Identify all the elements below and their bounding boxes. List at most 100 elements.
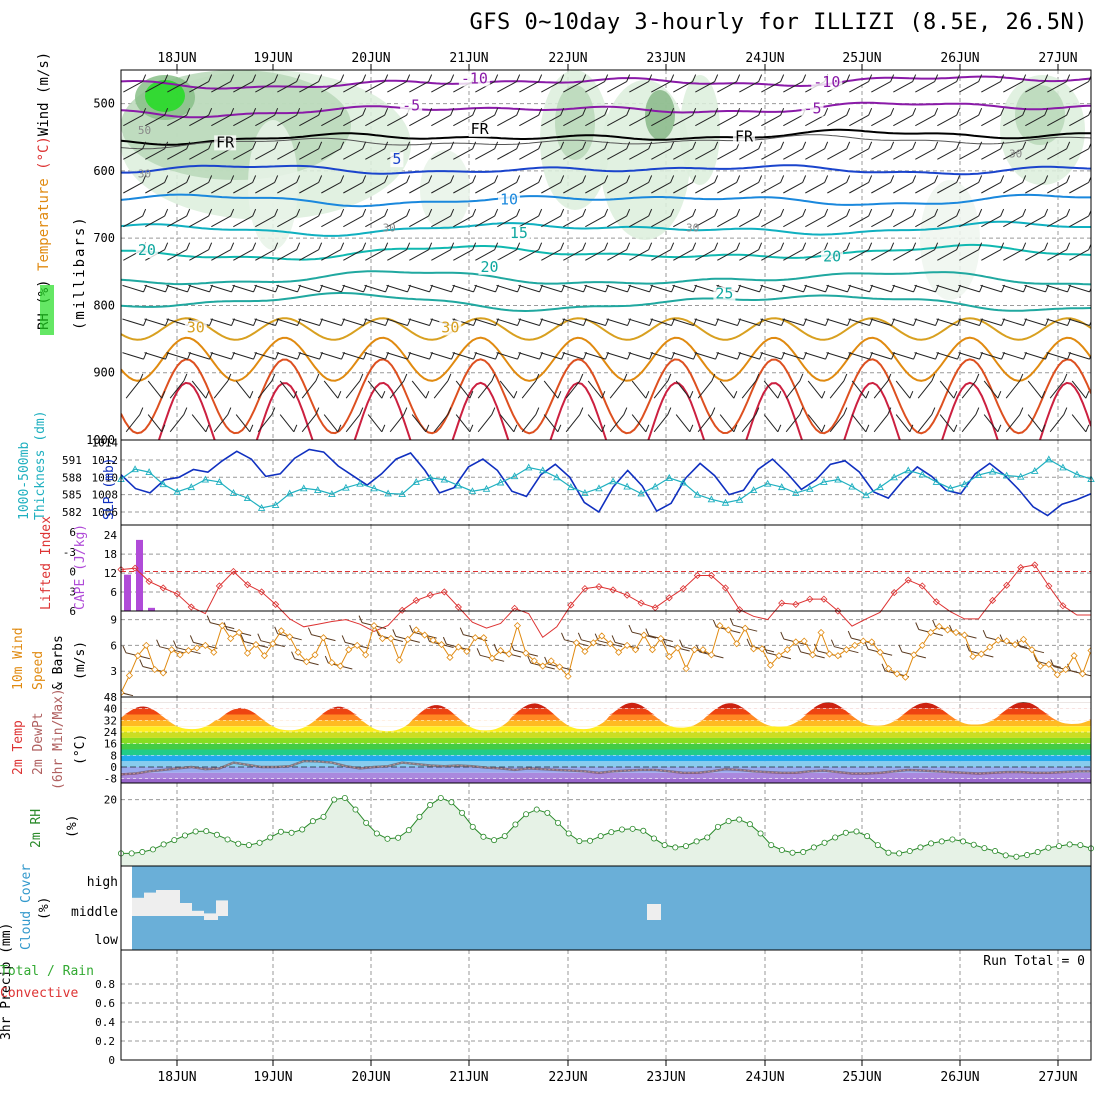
wind-barb-flag xyxy=(307,627,312,635)
wind-barb xyxy=(785,380,801,399)
thickness-point xyxy=(370,484,378,492)
wind-barb xyxy=(761,81,781,93)
wind-speed-point xyxy=(682,665,690,673)
wind-barb xyxy=(1047,114,1067,127)
wind-barb xyxy=(232,352,254,360)
wind-barb-flag xyxy=(494,74,499,82)
wind-barb xyxy=(827,215,847,228)
wind-barb-flag xyxy=(1019,373,1024,382)
wind-speed-point xyxy=(1079,670,1087,678)
wind-barb xyxy=(233,249,253,261)
li-point xyxy=(735,606,744,614)
rh2m-point xyxy=(213,831,220,838)
rh2m-point xyxy=(480,833,487,840)
wind-barb xyxy=(299,249,319,261)
wind-barb-flag xyxy=(846,208,851,217)
wind-barb-flag xyxy=(802,208,807,217)
wind-speed-point xyxy=(168,646,176,654)
wind-barb-flag xyxy=(318,175,323,183)
wind-barb-flag xyxy=(780,208,785,217)
wind-barb-flag xyxy=(516,208,521,217)
wind-barb-flag xyxy=(1022,141,1027,150)
wind-barb xyxy=(893,182,913,194)
wind-barb xyxy=(321,114,341,127)
wind-speed-point xyxy=(707,651,716,659)
wind-barb-flag xyxy=(824,208,829,217)
li-point xyxy=(229,567,238,576)
wind-barb xyxy=(145,81,165,93)
wind-barb xyxy=(519,215,539,228)
wind-barb-flag xyxy=(494,141,499,150)
wind-barb xyxy=(1025,148,1045,160)
wind-barb xyxy=(673,81,693,93)
wind-barb xyxy=(981,81,1001,93)
rh2m-point xyxy=(395,834,402,841)
wind-barb xyxy=(387,249,407,261)
wind-barb-flag xyxy=(1022,208,1027,217)
isotherm-line xyxy=(121,101,1091,119)
tick-label: 0 xyxy=(69,566,76,579)
wind-barb-flag xyxy=(931,373,936,382)
wind-barb-flag xyxy=(362,208,367,217)
wind-speed-point xyxy=(977,650,985,658)
rh2m-point xyxy=(800,849,807,856)
wind-barb-flag xyxy=(978,208,983,217)
thickness-point xyxy=(510,472,519,480)
wind-barb xyxy=(563,114,583,127)
li-point xyxy=(581,585,589,593)
wind-speed-point xyxy=(598,632,606,640)
wind-barb-flag xyxy=(692,107,697,116)
tick-label: 0.4 xyxy=(95,1016,115,1029)
wind-barb xyxy=(365,182,385,194)
wind-barb-flag xyxy=(450,74,455,82)
rh2m-point xyxy=(501,833,508,840)
wind-barb xyxy=(739,249,759,261)
wind-barb xyxy=(1003,114,1023,127)
wind-speed-point xyxy=(750,645,758,653)
wind-barb-flag xyxy=(1044,141,1049,150)
wind-barb xyxy=(1027,414,1043,433)
wind-barb-flag xyxy=(274,626,279,634)
thickness-point xyxy=(173,487,181,495)
wind-barb-flag xyxy=(912,141,917,150)
isotherm-label: FR xyxy=(216,133,235,151)
wind-barb-flag xyxy=(249,390,254,399)
wind-barb-flag xyxy=(291,651,296,659)
wind-barb xyxy=(1069,182,1089,194)
wind-barb-flag xyxy=(447,407,452,415)
wind-barb-flag xyxy=(953,390,958,399)
wind-barb-flag xyxy=(956,175,961,183)
wind-barb xyxy=(695,148,715,160)
wind-barb-flag xyxy=(780,242,785,250)
temp-band xyxy=(121,778,1091,783)
thickness-point xyxy=(834,475,842,483)
li-point xyxy=(778,599,786,607)
wind-barb-flag xyxy=(161,390,166,399)
wind-barb-flag xyxy=(934,107,939,116)
wind-barb xyxy=(147,380,163,399)
wind-barb xyxy=(257,380,273,399)
isotherm-line xyxy=(121,164,1091,176)
rh2m-point xyxy=(469,823,476,830)
wind-barb xyxy=(741,380,757,399)
date-label-bottom: 26JUN xyxy=(940,1070,979,1085)
wind-barb-flag xyxy=(1089,354,1091,360)
dewpoint-line-dash xyxy=(121,760,1091,775)
wind-barb xyxy=(961,414,977,433)
wind-barb xyxy=(587,380,603,399)
wind-barb-flag xyxy=(164,208,169,217)
wind-barb xyxy=(519,249,539,261)
wind-barb-flag xyxy=(142,208,147,217)
rh2m-point xyxy=(650,835,657,842)
wind-barb-flag xyxy=(535,407,540,415)
cape-bar xyxy=(148,607,155,611)
wind-barb xyxy=(782,352,804,360)
wind-barb xyxy=(1003,215,1023,228)
wind-barb xyxy=(144,318,166,327)
wind-barb-flag xyxy=(447,373,452,382)
wind-barb-flag xyxy=(142,141,147,150)
wind-barb xyxy=(739,148,759,160)
wind-barb xyxy=(585,148,605,160)
wind-barb-flag xyxy=(670,107,675,116)
wind-barb xyxy=(870,352,892,360)
